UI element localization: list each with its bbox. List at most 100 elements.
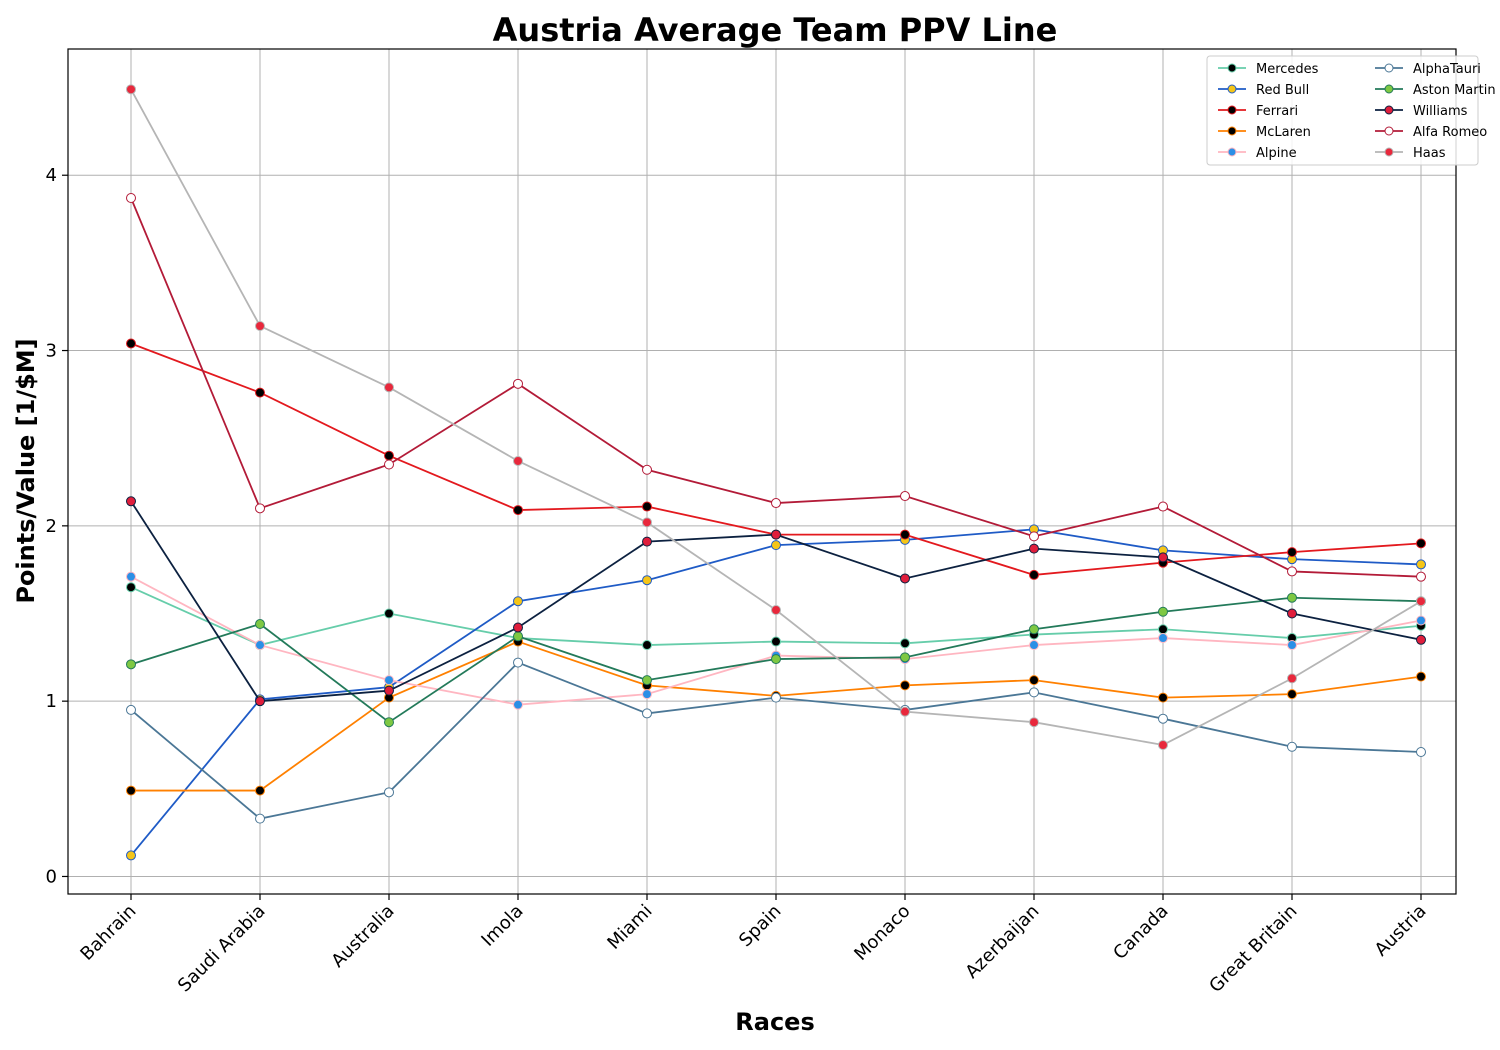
data-point xyxy=(642,501,652,512)
data-point xyxy=(1158,739,1168,750)
data-point xyxy=(255,387,265,398)
legend-marker xyxy=(1384,105,1394,115)
legend-marker xyxy=(1384,84,1394,94)
series-haas xyxy=(126,84,1426,750)
data-point xyxy=(126,84,136,95)
legend-item: AlphaTauri xyxy=(1375,62,1481,77)
data-point xyxy=(771,692,781,703)
series-red-bull xyxy=(126,524,1426,861)
series-williams xyxy=(126,496,1426,707)
data-point xyxy=(642,575,652,586)
legend: Mercedes Red Bull Ferrari McLaren Alpine Alph… xyxy=(1206,55,1496,166)
data-point xyxy=(900,529,910,540)
data-point xyxy=(1287,566,1297,577)
legend-item: Haas xyxy=(1375,146,1446,161)
x-axis-ticks: Bahrain Saudi Arabia Australia Imola Miami Sp… xyxy=(76,894,1431,997)
data-point xyxy=(255,619,265,630)
legend-item: Red Bull xyxy=(1218,83,1309,98)
legend-label: AlphaTauri xyxy=(1413,62,1481,77)
data-point xyxy=(1158,624,1168,635)
data-point xyxy=(1029,675,1039,686)
data-point xyxy=(1287,547,1297,558)
data-point xyxy=(1158,501,1168,512)
y-tick-label: 2 xyxy=(46,516,57,537)
x-tick-label: Imola xyxy=(477,901,527,951)
data-point xyxy=(771,540,781,551)
data-point xyxy=(1158,606,1168,617)
data-point xyxy=(1158,633,1168,644)
legend-label: Haas xyxy=(1413,146,1446,161)
data-point xyxy=(1287,640,1297,651)
data-point xyxy=(126,785,136,796)
data-point xyxy=(513,657,523,668)
legend-label: Aston Martin xyxy=(1413,83,1496,98)
data-point xyxy=(1029,687,1039,698)
data-point xyxy=(771,529,781,540)
data-point xyxy=(900,491,910,502)
data-point xyxy=(1287,592,1297,603)
data-point xyxy=(1029,624,1039,635)
legend-marker xyxy=(1227,84,1237,94)
x-tick-label: Miami xyxy=(603,901,656,954)
series-alphatauri xyxy=(126,657,1426,824)
data-point xyxy=(1029,569,1039,580)
data-point xyxy=(1416,571,1426,582)
x-tick-label: Great Britain xyxy=(1205,901,1301,997)
x-tick-label: Bahrain xyxy=(76,901,140,965)
data-point xyxy=(255,813,265,824)
y-axis-label: Points/Value [1/$M] xyxy=(12,338,40,603)
data-point xyxy=(255,696,265,707)
data-point xyxy=(126,582,136,593)
y-axis-ticks: 0 1 2 3 4 xyxy=(46,165,68,887)
series-layer xyxy=(126,84,1426,861)
x-tick-label: Canada xyxy=(1109,901,1172,964)
data-point xyxy=(642,689,652,700)
data-point xyxy=(1287,741,1297,752)
data-point xyxy=(126,571,136,582)
y-tick-label: 0 xyxy=(46,866,57,887)
legend-label: McLaren xyxy=(1256,125,1311,140)
data-point xyxy=(642,708,652,719)
data-point xyxy=(126,850,136,861)
y-tick-label: 1 xyxy=(46,691,57,712)
plot-area-frame xyxy=(67,48,1457,895)
data-point xyxy=(513,505,523,516)
data-point xyxy=(1287,608,1297,619)
data-point xyxy=(126,659,136,670)
data-point xyxy=(642,640,652,651)
data-point xyxy=(255,320,265,331)
data-point xyxy=(771,636,781,647)
data-point xyxy=(513,455,523,466)
data-point xyxy=(1287,673,1297,684)
data-point xyxy=(1029,640,1039,651)
grid-lines xyxy=(68,49,1456,894)
x-tick-label: Saudi Arabia xyxy=(174,901,270,997)
data-point xyxy=(1416,615,1426,626)
legend-item: Williams xyxy=(1375,104,1468,119)
data-point xyxy=(513,622,523,633)
data-point xyxy=(1029,717,1039,728)
data-point xyxy=(513,631,523,642)
data-point xyxy=(771,654,781,665)
data-point xyxy=(255,640,265,651)
legend-label: Mercedes xyxy=(1256,62,1319,77)
data-point xyxy=(384,675,394,686)
legend-box xyxy=(1206,55,1479,166)
data-point xyxy=(1416,746,1426,757)
data-point xyxy=(1158,552,1168,563)
legend-marker xyxy=(1384,63,1394,73)
data-point xyxy=(1158,713,1168,724)
legend-item: Ferrari xyxy=(1218,104,1298,119)
x-tick-label: Austria xyxy=(1371,901,1431,961)
data-point xyxy=(642,464,652,475)
legend-marker xyxy=(1227,63,1237,73)
data-point xyxy=(126,338,136,349)
data-point xyxy=(900,652,910,663)
legend-marker xyxy=(1227,147,1237,157)
data-point xyxy=(900,680,910,691)
data-point xyxy=(255,503,265,514)
legend-marker xyxy=(1227,126,1237,136)
data-point xyxy=(900,706,910,717)
